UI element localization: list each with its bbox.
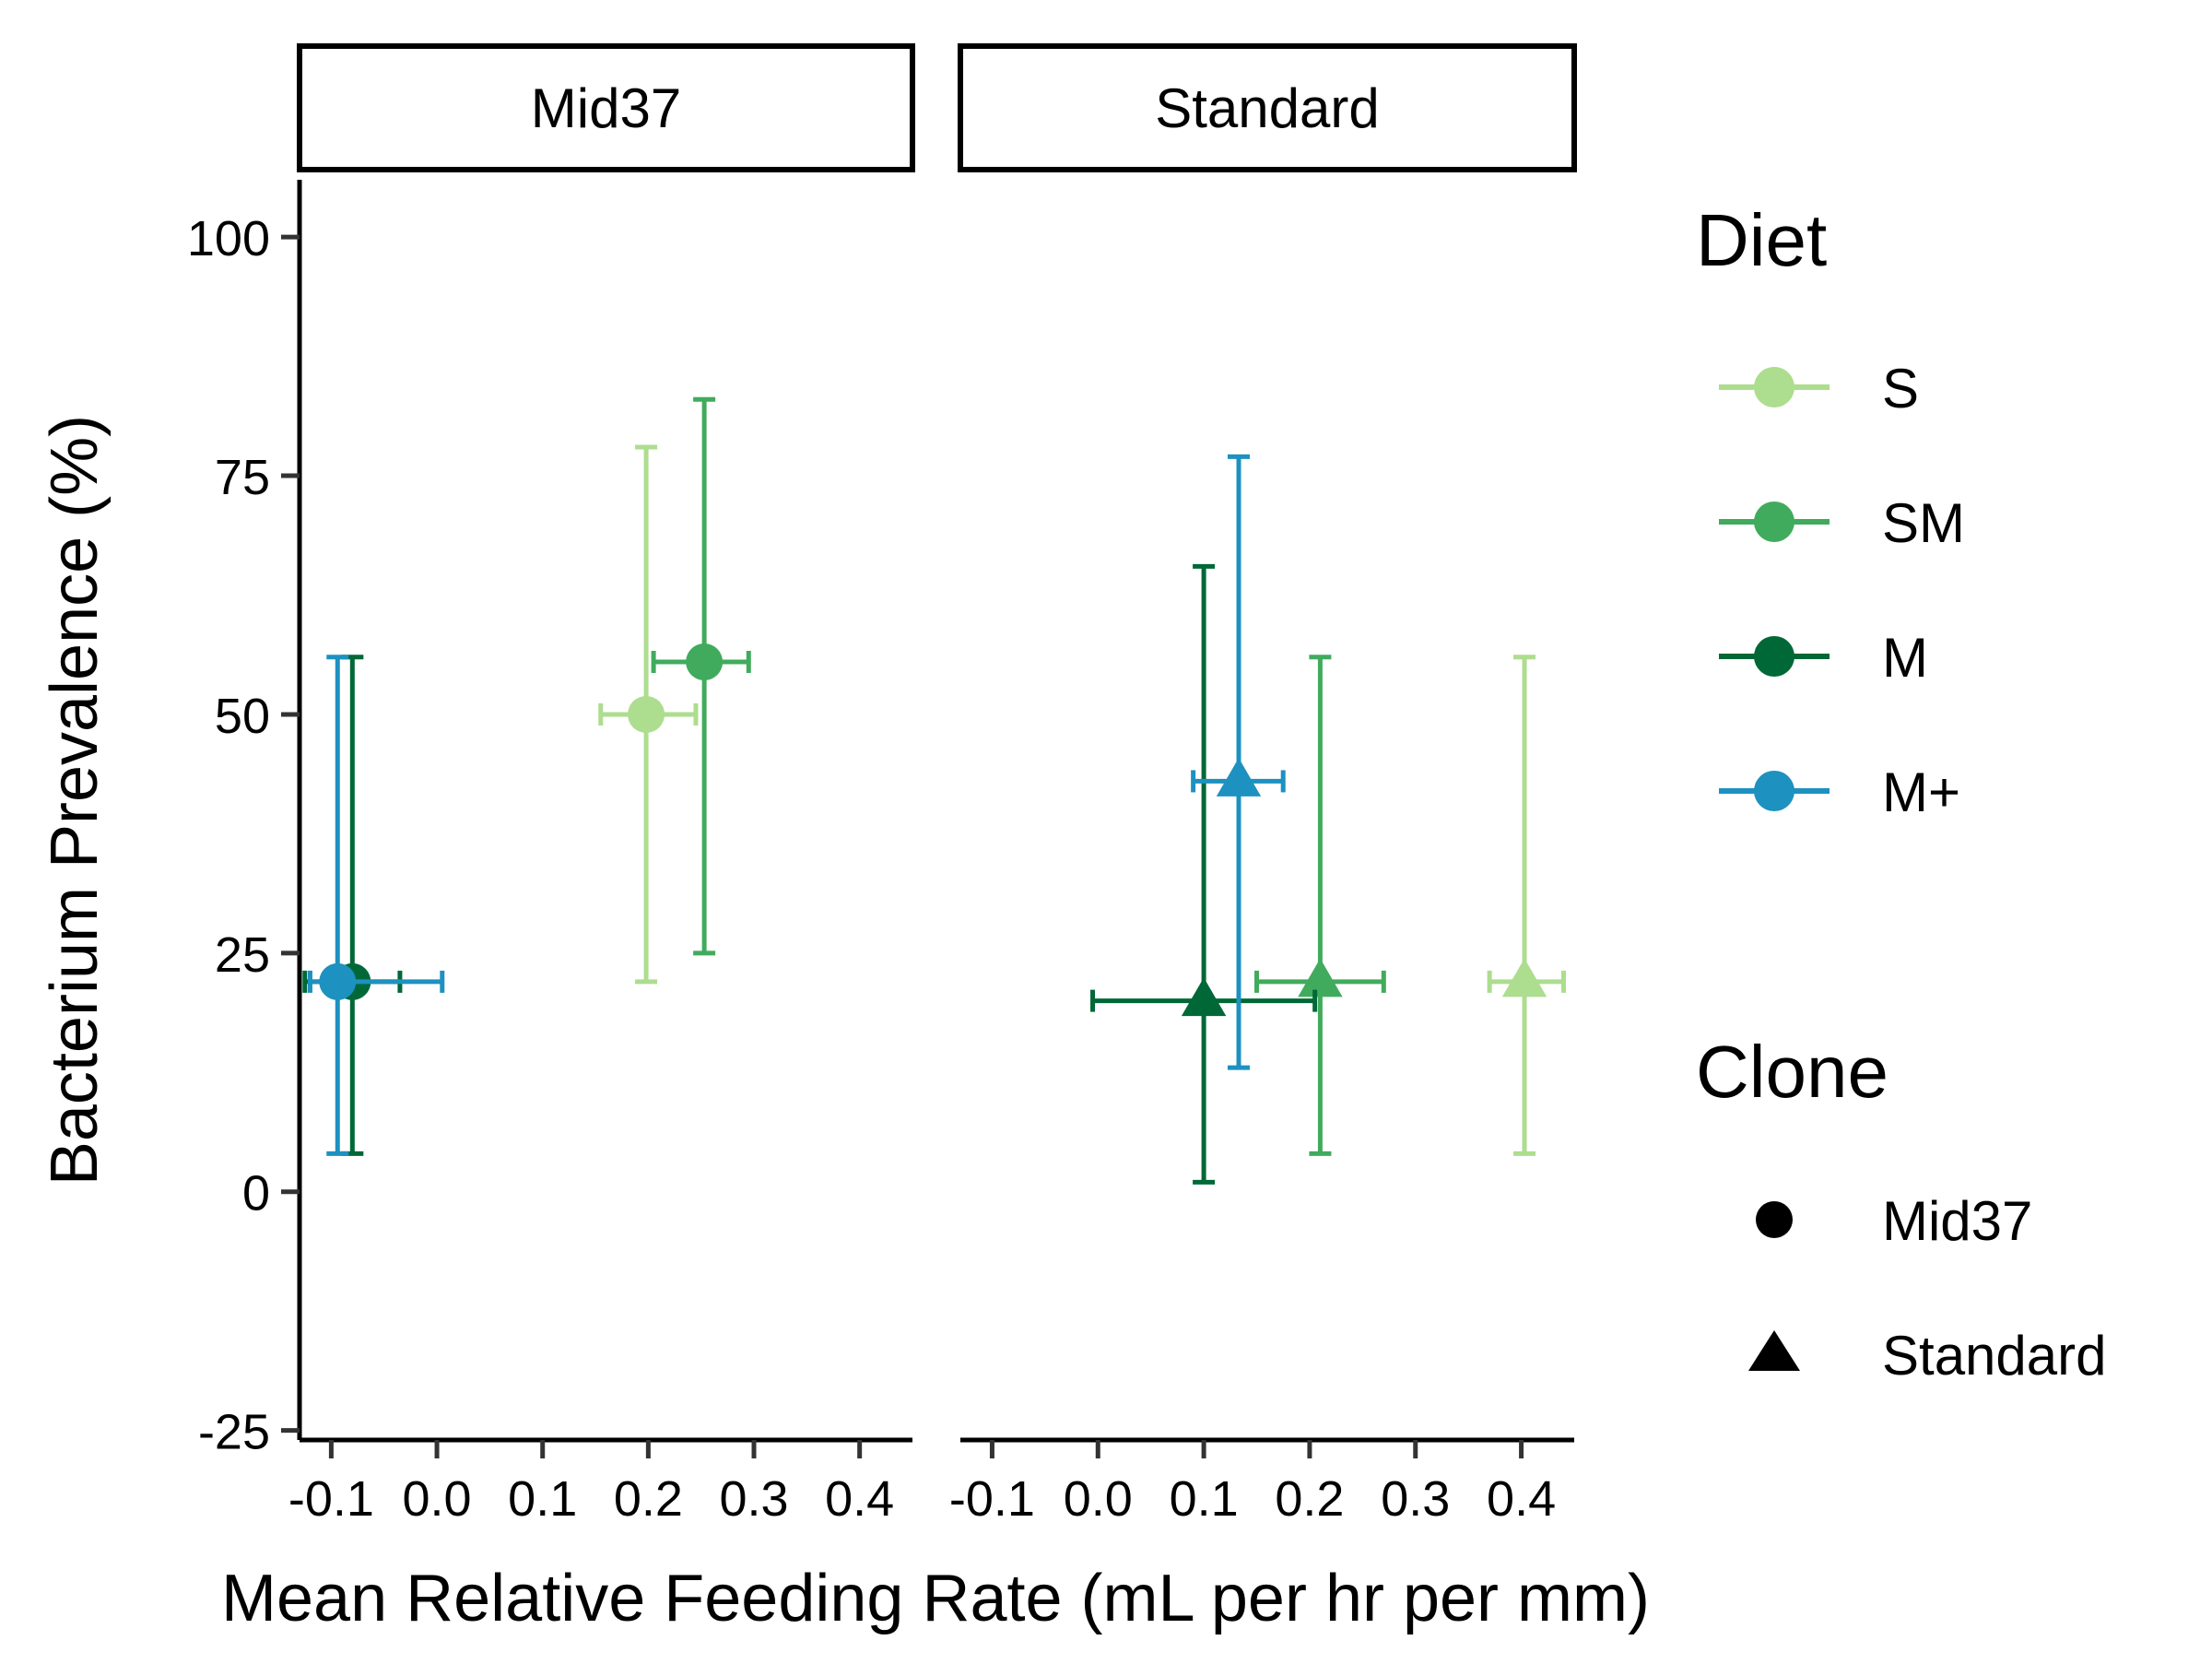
legend-clone-items: Mid37 Standard: [1748, 1190, 2107, 1387]
data-point-triangle: [1501, 958, 1547, 997]
legend-label-diet: M: [1882, 627, 1928, 689]
facet-strip-label: Standard: [1155, 77, 1380, 139]
y-tick-label: 50: [215, 689, 270, 744]
legend: Diet S SM M M+ Clone Mid37 Standard: [1696, 199, 2107, 1387]
data-point-group: [1254, 655, 1386, 1156]
legend-label-clone: Mid37: [1882, 1190, 2032, 1252]
legend-item-diet: M: [1719, 627, 1928, 689]
x-tick-label: 0.4: [1487, 1471, 1556, 1527]
legend-item-clone: Mid37: [1756, 1190, 2032, 1252]
y-tick-label: 0: [242, 1166, 270, 1221]
legend-label-clone: Standard: [1882, 1325, 2107, 1387]
x-tick-label: 0.1: [1170, 1471, 1239, 1527]
data-point-circle: [686, 643, 724, 680]
x-tick-label: 0.3: [1381, 1471, 1450, 1527]
x-tick-label: 0.2: [614, 1471, 683, 1527]
legend-diet-items: S SM M M+: [1719, 358, 1965, 823]
x-tick-label: 0.3: [719, 1471, 788, 1527]
facet-panels: Mid37 -0.1 0.0 0.1 0.2 0.3 0.4 -25 0 25 50 75 100 Sta…: [187, 43, 1577, 1527]
legend-item-diet: M+: [1719, 761, 1960, 823]
x-tick-label: 0.1: [508, 1471, 577, 1527]
y-tick-label: -25: [198, 1405, 270, 1460]
legend-item-clone: Standard: [1748, 1325, 2107, 1387]
data-point-group: [1090, 563, 1318, 1185]
y-axis-title: Bacterium Prevalence (%): [38, 415, 112, 1186]
x-tick-label: 0.0: [1064, 1471, 1133, 1527]
x-tick-label: 0.2: [1275, 1471, 1344, 1527]
x-tick-label: -0.1: [288, 1471, 374, 1527]
facet-panel-1: Standard -0.1 0.0 0.1 0.2 0.3 0.4: [949, 43, 1577, 1527]
legend-key-circle: [1754, 502, 1794, 542]
x-tick-label: -0.1: [949, 1471, 1035, 1527]
y-tick-label: 25: [215, 927, 270, 983]
legend-item-diet: SM: [1719, 492, 1965, 554]
data-point-triangle: [1181, 977, 1227, 1017]
legend-label-diet: M+: [1882, 761, 1960, 823]
legend-key-circle: [1754, 367, 1794, 407]
facet-strip: [297, 43, 915, 172]
data-point-group: [307, 655, 445, 1156]
legend-key-triangle: [1748, 1330, 1800, 1371]
data-point-circle: [628, 695, 665, 733]
data-point-triangle: [1216, 758, 1262, 797]
x-axis-title: Mean Relative Feeding Rate (mL per hr pe…: [221, 1562, 1650, 1635]
legend-key-circle: [1754, 771, 1794, 811]
data-point-circle: [319, 962, 357, 1000]
facet-strip-label: Mid37: [531, 77, 681, 139]
legend-key-circle: [1754, 636, 1794, 677]
legend-title-clone: Clone: [1696, 1031, 1888, 1113]
y-tick-label: 75: [215, 450, 270, 505]
legend-title-diet: Diet: [1696, 199, 1827, 281]
data-point-group: [598, 444, 699, 985]
legend-item-diet: S: [1719, 358, 1919, 419]
legend-label-diet: SM: [1882, 492, 1965, 554]
legend-key-circle: [1756, 1201, 1793, 1238]
data-point-group: [651, 396, 751, 956]
legend-label-diet: S: [1882, 358, 1919, 419]
data-point-triangle: [1298, 958, 1343, 997]
facet-strip: [958, 43, 1577, 172]
y-tick-label: 100: [187, 211, 270, 266]
data-point-group: [302, 655, 403, 1156]
x-tick-label: 0.0: [403, 1471, 472, 1527]
x-tick-label: 0.4: [825, 1471, 894, 1527]
data-point-group: [1191, 454, 1286, 1070]
facet-panel-0: Mid37 -0.1 0.0 0.1 0.2 0.3 0.4 -25 0 25 50 75 100: [187, 43, 915, 1527]
data-point-group: [1487, 655, 1567, 1156]
